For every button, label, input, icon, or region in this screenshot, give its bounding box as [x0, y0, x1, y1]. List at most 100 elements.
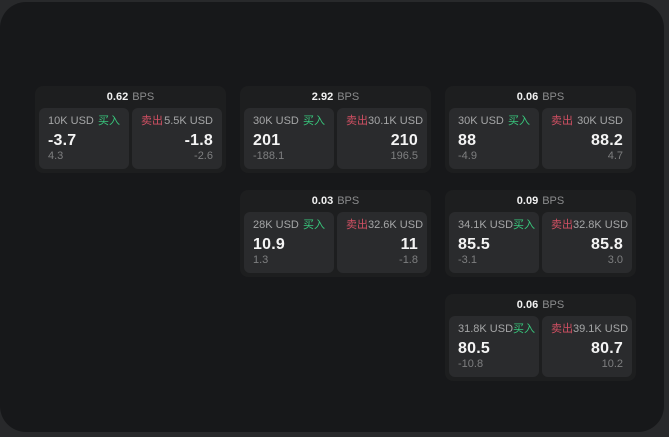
buy-panel[interactable]: 34.1K USD 买入 85.5 -3.1: [449, 212, 539, 273]
buy-panel[interactable]: 30K USD 买入 88 -4.9: [449, 108, 539, 169]
sell-delta: 4.7: [607, 150, 623, 162]
buy-price: 10.9: [253, 236, 285, 253]
buy-label: 买入: [513, 323, 536, 335]
quote-card-body: 10K USD 买入 -3.7 4.3 卖出 5.5K USD -1.8 -2.…: [35, 108, 226, 173]
sell-amount: 30K USD: [577, 115, 623, 127]
bps-header: 0.03 BPS: [240, 190, 431, 212]
bps-header: 0.62 BPS: [35, 86, 226, 108]
sell-panel[interactable]: 卖出 32.6K USD 11 -1.8: [337, 212, 427, 273]
buy-delta: -10.8: [458, 358, 484, 370]
bps-header: 0.09 BPS: [445, 190, 636, 212]
buy-panel[interactable]: 10K USD 买入 -3.7 4.3: [39, 108, 129, 169]
bps-unit-label: BPS: [132, 91, 155, 103]
quote-card-body: 30K USD 买入 88 -4.9 卖出 30K USD 88.2 4.7: [445, 108, 636, 173]
bps-value: 0.62: [106, 91, 129, 103]
bps-unit-label: BPS: [337, 195, 360, 207]
buy-delta: 1.3: [253, 254, 269, 266]
bps-value: 2.92: [311, 91, 334, 103]
sell-label: 卖出: [141, 115, 163, 127]
buy-panel[interactable]: 30K USD 买入 201 -188.1: [244, 108, 334, 169]
sell-label: 卖出: [551, 323, 573, 335]
sell-label: 卖出: [346, 219, 368, 231]
sell-panel[interactable]: 卖出 5.5K USD -1.8 -2.6: [132, 108, 222, 169]
quote-card: 2.92 BPS 30K USD 买入 201 -188.1 卖出 30.1K …: [240, 86, 431, 173]
quote-card: 0.03 BPS 28K USD 买入 10.9 1.3 卖出 32.6K US…: [240, 190, 431, 277]
buy-delta: -4.9: [458, 150, 477, 162]
buy-header-row: 10K USD 买入: [48, 115, 120, 128]
bps-unit-label: BPS: [542, 195, 565, 207]
bps-unit-label: BPS: [337, 91, 360, 103]
sell-panel[interactable]: 卖出 30K USD 88.2 4.7: [542, 108, 632, 169]
sell-price: 80.7: [591, 340, 623, 357]
buy-price: 80.5: [458, 340, 490, 357]
buy-label: 买入: [508, 115, 530, 127]
sell-price: -1.8: [184, 132, 213, 149]
sell-price: 88.2: [591, 132, 623, 149]
quote-card-body: 31.8K USD 买入 80.5 -10.8 卖出 39.1K USD 80.…: [445, 316, 636, 381]
sell-delta: 196.5: [390, 150, 418, 162]
buy-price: 201: [253, 132, 281, 149]
buy-amount: 28K USD: [253, 219, 299, 231]
quote-card-body: 30K USD 买入 201 -188.1 卖出 30.1K USD 210 1…: [240, 108, 431, 173]
sell-delta: 10.2: [601, 358, 623, 370]
sell-header-row: 卖出 39.1K USD: [551, 323, 628, 336]
sell-header-row: 卖出 5.5K USD: [141, 115, 213, 128]
sell-header-row: 卖出 30.1K USD: [346, 115, 423, 128]
bps-header: 0.06 BPS: [445, 86, 636, 108]
bps-header: 0.06 BPS: [445, 294, 636, 316]
buy-header-row: 34.1K USD 买入: [458, 219, 535, 232]
sell-amount: 30.1K USD: [368, 115, 424, 127]
bps-unit-label: BPS: [542, 91, 565, 103]
buy-header-row: 31.8K USD 买入: [458, 323, 535, 336]
quote-card: 0.09 BPS 34.1K USD 买入 85.5 -3.1 卖出 32.8K…: [445, 190, 636, 277]
buy-label: 买入: [513, 219, 536, 231]
buy-amount: 31.8K USD: [458, 323, 514, 335]
quote-card-body: 34.1K USD 买入 85.5 -3.1 卖出 32.8K USD 85.8…: [445, 212, 636, 277]
quote-card: 0.06 BPS 31.8K USD 买入 80.5 -10.8 卖出 39.1…: [445, 294, 636, 381]
buy-amount: 30K USD: [253, 115, 299, 127]
sell-delta: 3.0: [607, 254, 623, 266]
bps-value: 0.06: [516, 91, 539, 103]
buy-price: 85.5: [458, 236, 490, 253]
sell-delta: -2.6: [194, 150, 213, 162]
sell-panel[interactable]: 卖出 32.8K USD 85.8 3.0: [542, 212, 632, 273]
sell-panel[interactable]: 卖出 39.1K USD 80.7 10.2: [542, 316, 632, 377]
quotes-panel: 0.62 BPS 10K USD 买入 -3.7 4.3 卖出 5.5K USD…: [0, 2, 664, 432]
buy-header-row: 28K USD 买入: [253, 219, 325, 232]
sell-header-row: 卖出 32.8K USD: [551, 219, 628, 232]
bps-value: 0.09: [516, 195, 539, 207]
bps-header: 2.92 BPS: [240, 86, 431, 108]
sell-price: 85.8: [591, 236, 623, 253]
sell-label: 卖出: [551, 219, 573, 231]
sell-header-row: 卖出 32.6K USD: [346, 219, 423, 232]
buy-delta: -188.1: [253, 150, 285, 162]
quote-card: 0.62 BPS 10K USD 买入 -3.7 4.3 卖出 5.5K USD…: [35, 86, 226, 173]
buy-header-row: 30K USD 买入: [458, 115, 530, 128]
sell-header-row: 卖出 30K USD: [551, 115, 623, 128]
sell-label: 卖出: [551, 115, 573, 127]
sell-amount: 5.5K USD: [164, 115, 213, 127]
sell-amount: 39.1K USD: [573, 323, 629, 335]
buy-panel[interactable]: 31.8K USD 买入 80.5 -10.8: [449, 316, 539, 377]
sell-amount: 32.8K USD: [573, 219, 629, 231]
sell-label: 卖出: [346, 115, 368, 127]
sell-price: 210: [390, 132, 418, 149]
quote-card: 0.06 BPS 30K USD 买入 88 -4.9 卖出 30K USD 8…: [445, 86, 636, 173]
bps-value: 0.06: [516, 299, 539, 311]
buy-panel[interactable]: 28K USD 买入 10.9 1.3: [244, 212, 334, 273]
sell-panel[interactable]: 卖出 30.1K USD 210 196.5: [337, 108, 427, 169]
buy-label: 买入: [303, 219, 325, 231]
sell-amount: 32.6K USD: [368, 219, 424, 231]
buy-amount: 10K USD: [48, 115, 94, 127]
bps-value: 0.03: [311, 195, 334, 207]
bps-unit-label: BPS: [542, 299, 565, 311]
buy-label: 买入: [303, 115, 325, 127]
buy-amount: 34.1K USD: [458, 219, 514, 231]
quote-cards-grid: 0.62 BPS 10K USD 买入 -3.7 4.3 卖出 5.5K USD…: [35, 86, 636, 381]
buy-price: -3.7: [48, 132, 77, 149]
quote-card-body: 28K USD 买入 10.9 1.3 卖出 32.6K USD 11 -1.8: [240, 212, 431, 277]
buy-delta: -3.1: [458, 254, 477, 266]
sell-price: 11: [400, 236, 418, 253]
sell-delta: -1.8: [399, 254, 418, 266]
